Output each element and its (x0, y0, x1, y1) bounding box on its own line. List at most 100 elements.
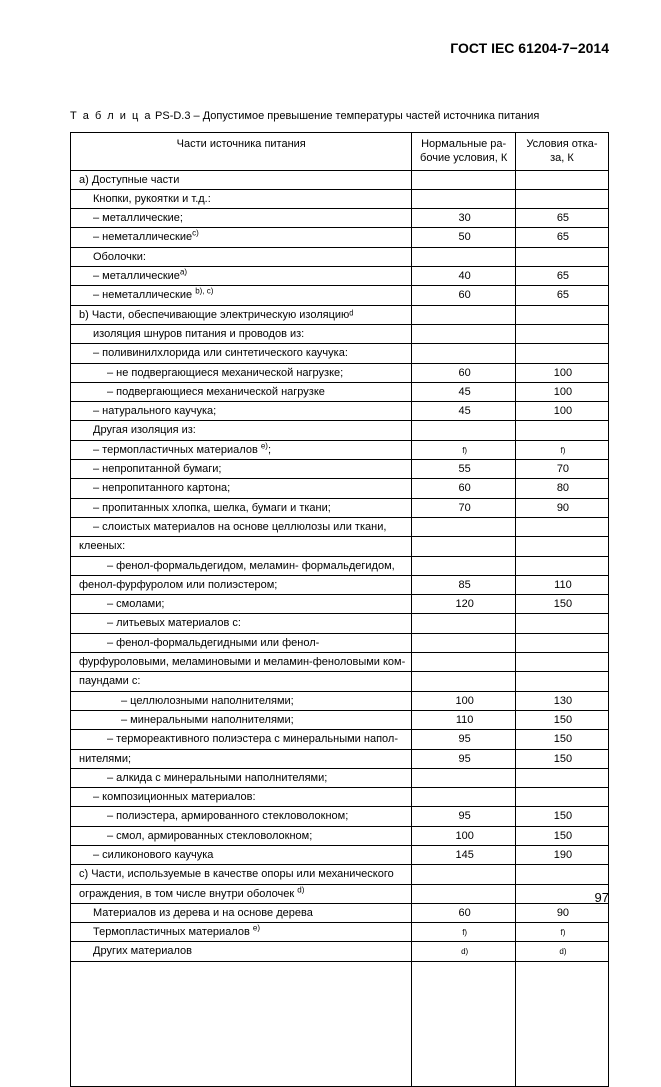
cell-mid (412, 189, 515, 208)
cell-right: 150 (515, 749, 608, 768)
cell-left: – подвергающиеся механической нагрузке (71, 382, 412, 401)
cell-mid (412, 305, 515, 324)
cell-mid: 85 (412, 575, 515, 594)
cell-right (515, 633, 608, 652)
cell-mid: 60 (412, 286, 515, 305)
table-row: изоляция шнуров питания и проводов из: (71, 324, 609, 343)
table-row: – смолами;120150 (71, 595, 609, 614)
cell-right (515, 865, 608, 884)
cell-right: 65 (515, 209, 608, 228)
table-row: Другая изоляция из: (71, 421, 609, 440)
cell-mid (412, 653, 515, 672)
cell-mid: 100 (412, 691, 515, 710)
cell-mid: 60 (412, 363, 515, 382)
table-row: – подвергающиеся механической нагрузке45… (71, 382, 609, 401)
cell-left: изоляция шнуров питания и проводов из: (71, 324, 412, 343)
cell-right: 150 (515, 826, 608, 845)
table-row: – металлическиеa)4065 (71, 267, 609, 286)
table-row: – металлические;3065 (71, 209, 609, 228)
table-row: фенол-фурфуролом или полиэстером;85110 (71, 575, 609, 594)
cell-left: – алкида с минеральными наполнителями; (71, 768, 412, 787)
cell-mid (412, 614, 515, 633)
cell-right (515, 324, 608, 343)
cell-right: 65 (515, 228, 608, 247)
cell-right: d) (515, 942, 608, 961)
table-row: – пропитанных хлопка, шелка, бумаги и тк… (71, 498, 609, 517)
col-header-3: Условия отка- за, К (515, 133, 608, 171)
cell-left: – поливинилхлорида или синтетического ка… (71, 344, 412, 363)
cell-left: a) Доступные части (71, 170, 412, 189)
cell-right (515, 517, 608, 536)
cell-left: – термопластичных материалов e); (71, 440, 412, 459)
cell-left: с) Части, используемые в качестве опоры … (71, 865, 412, 884)
table-row: фурфуроловыми, меламиновыми и меламин-фе… (71, 653, 609, 672)
table-row: – минеральными наполнителями;110150 (71, 710, 609, 729)
cell-mid: 95 (412, 730, 515, 749)
table-row: – не подвергающиеся механической нагрузк… (71, 363, 609, 382)
table-row: b) Части, обеспечивающие электрическую и… (71, 305, 609, 324)
cell-mid: 55 (412, 460, 515, 479)
table-row: – слоистых материалов на основе целлюлоз… (71, 517, 609, 536)
cell-mid: 95 (412, 807, 515, 826)
cell-left: – фенол-формальдегидом, меламин- формаль… (71, 556, 412, 575)
cell-left: b) Части, обеспечивающие электрическую и… (71, 305, 412, 324)
cell-right (515, 768, 608, 787)
cell-left: – силиконового каучука (71, 845, 412, 864)
cell-left: – неметаллическиеc) (71, 228, 412, 247)
cell-mid: d) (412, 942, 515, 961)
table-row: клееных: (71, 537, 609, 556)
cell-left: – натурального каучука; (71, 402, 412, 421)
cell-mid (412, 556, 515, 575)
cell-mid (412, 247, 515, 266)
table-row: – термореактивного полиэстера с минераль… (71, 730, 609, 749)
caption-lead: Т а б л и ц а (70, 110, 152, 122)
cell-left: – полиэстера, армированного стекловолокн… (71, 807, 412, 826)
cell-right: 65 (515, 286, 608, 305)
cell-left: – целлюлозными наполнителями; (71, 691, 412, 710)
cell-mid: 40 (412, 267, 515, 286)
cell-right (515, 170, 608, 189)
cell-left: фенол-фурфуролом или полиэстером; (71, 575, 412, 594)
cell-mid: 110 (412, 710, 515, 729)
cell-right: 110 (515, 575, 608, 594)
cell-left: – композиционных материалов: (71, 788, 412, 807)
table-row: Материалов из дерева и на основе дерева6… (71, 903, 609, 922)
table-row: – фенол-формальдегидом, меламин- формаль… (71, 556, 609, 575)
cell-mid (412, 768, 515, 787)
cell-right: 100 (515, 382, 608, 401)
cell-left: Других материалов (71, 942, 412, 961)
col-header-1: Части источника питания (71, 133, 412, 171)
cell-mid: 100 (412, 826, 515, 845)
cell-right: 90 (515, 903, 608, 922)
doc-standard: ГОСТ IEC 61204-7−2014 (70, 40, 609, 56)
cell-right: 100 (515, 363, 608, 382)
table-row: – алкида с минеральными наполнителями; (71, 768, 609, 787)
cell-mid (412, 537, 515, 556)
cell-right: 150 (515, 807, 608, 826)
cell-mid (412, 421, 515, 440)
cell-right (515, 305, 608, 324)
table-row: – непропитанного картона;6080 (71, 479, 609, 498)
cell-right (515, 537, 608, 556)
cell-mid: 60 (412, 903, 515, 922)
cell-left: – смол, армированных стекловолокном; (71, 826, 412, 845)
cell-left: – непропитанной бумаги; (71, 460, 412, 479)
cell-right (515, 421, 608, 440)
cell-left: Оболочки: (71, 247, 412, 266)
cell-right (515, 344, 608, 363)
caption-rest: PS-D.3 – Допустимое превышение температу… (152, 110, 539, 122)
cell-left: – фенол-формальдегидными или фенол- (71, 633, 412, 652)
cell-left: – литьевых материалов с: (71, 614, 412, 633)
cell-mid: 145 (412, 845, 515, 864)
cell-right (515, 614, 608, 633)
table-row: с) Части, используемые в качестве опоры … (71, 865, 609, 884)
cell-right: 80 (515, 479, 608, 498)
cell-left: паундами с: (71, 672, 412, 691)
cell-right (515, 189, 608, 208)
cell-right: 190 (515, 845, 608, 864)
cell-mid: 45 (412, 402, 515, 421)
cell-left: Материалов из дерева и на основе дерева (71, 903, 412, 922)
main-table: Части источника питания Нормальные ра- б… (70, 132, 609, 1087)
table-row: Кнопки, рукоятки и т.д.: (71, 189, 609, 208)
cell-right: 70 (515, 460, 608, 479)
